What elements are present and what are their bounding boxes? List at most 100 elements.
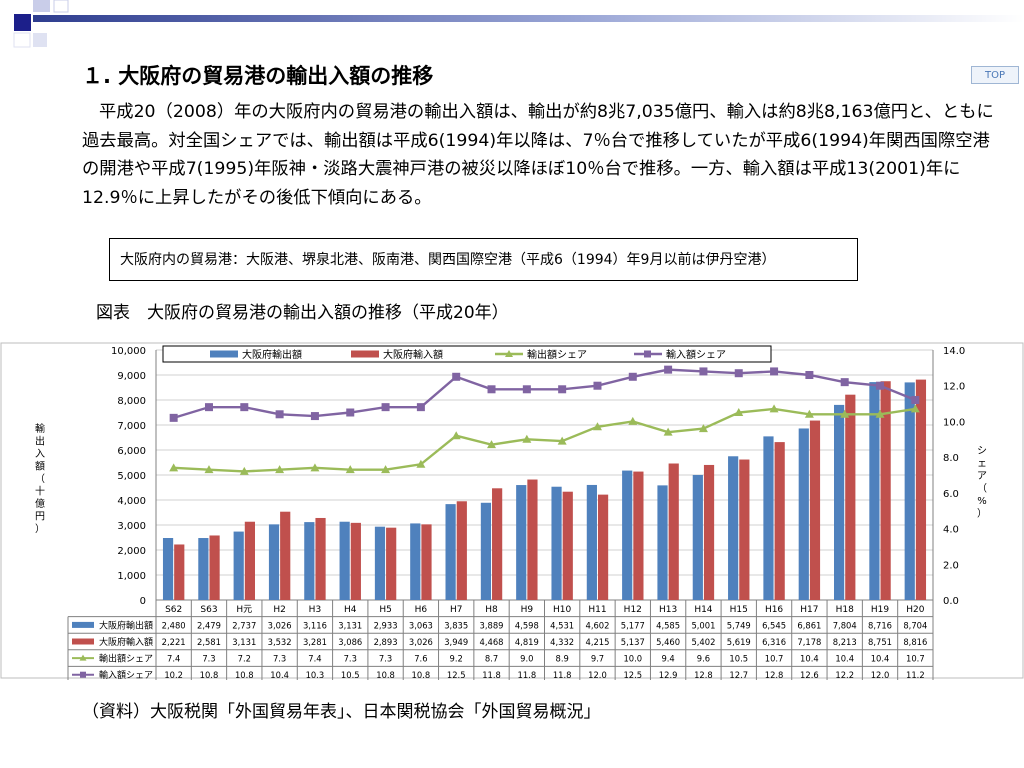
marker-import-share xyxy=(876,381,885,390)
data-label: 7.2 xyxy=(238,654,251,664)
data-label: 9.7 xyxy=(591,654,604,664)
data-label: 8.7 xyxy=(485,654,498,664)
data-label: 9.0 xyxy=(520,654,533,664)
data-label: 8,751 xyxy=(868,637,892,647)
bar-export xyxy=(198,538,209,600)
bar-import xyxy=(633,471,644,600)
marker-export-share xyxy=(169,463,179,472)
data-label: 3,026 xyxy=(409,637,433,647)
marker-export-share xyxy=(345,465,355,474)
data-label: 3,532 xyxy=(268,637,292,647)
data-label: 5,177 xyxy=(621,620,645,630)
data-label: 7,178 xyxy=(797,637,821,647)
table-key xyxy=(72,621,94,628)
bar-export xyxy=(586,484,597,600)
bar-export xyxy=(692,474,703,600)
y2-tick-label: 0.0 xyxy=(943,596,959,607)
x-tick-label: H12 xyxy=(624,605,642,615)
table-row-label: 大阪府輸出額 xyxy=(99,619,153,631)
data-label: 7.3 xyxy=(202,654,215,664)
marker-import-share xyxy=(805,371,814,379)
y-tick-label: 1,000 xyxy=(117,571,146,582)
top-link[interactable]: TOP xyxy=(971,66,1019,84)
data-label: 12.0 xyxy=(871,670,890,680)
bar-import xyxy=(350,522,361,600)
marker-import-share xyxy=(487,385,496,394)
x-tick-label: H6 xyxy=(415,605,428,615)
y-tick-label: 10,000 xyxy=(111,346,146,357)
data-label: 5,619 xyxy=(727,637,751,647)
x-tick-label: H7 xyxy=(450,605,463,615)
bar-export xyxy=(904,382,915,600)
marker-import-share xyxy=(770,367,779,376)
bar-import xyxy=(668,463,679,600)
data-label: 5,460 xyxy=(656,637,680,647)
y-tick-label: 0 xyxy=(140,596,146,607)
legend-box xyxy=(162,345,772,363)
data-label: 7.3 xyxy=(273,654,286,664)
data-label: 6,545 xyxy=(762,620,786,630)
data-label: 10.4 xyxy=(871,654,890,664)
data-label: 9.2 xyxy=(450,654,463,664)
marker-import-share xyxy=(558,385,567,394)
bar-import xyxy=(209,535,220,600)
x-tick-label: H2 xyxy=(273,605,286,615)
bar-export xyxy=(410,523,421,600)
marker-import-share xyxy=(416,403,425,412)
bar-import xyxy=(880,381,891,600)
figure-title: 図表 大阪府の貿易港の輸出入額の推移（平成20年） xyxy=(96,303,509,323)
bar-export xyxy=(162,538,174,600)
title-decoration xyxy=(13,0,1024,48)
x-tick-label: H17 xyxy=(800,605,818,615)
data-label: 10.5 xyxy=(729,654,748,664)
marker-export-share xyxy=(698,424,708,433)
bar-export xyxy=(657,485,668,600)
data-label: 6,316 xyxy=(762,637,786,647)
bar-import xyxy=(492,488,503,600)
data-label: 3,835 xyxy=(444,620,468,630)
bar-import xyxy=(421,524,432,600)
data-label: 12.0 xyxy=(588,670,607,680)
y-tick-label: 8,000 xyxy=(117,396,146,407)
marker-export-share xyxy=(557,436,567,445)
data-label: 10.7 xyxy=(765,654,784,664)
y2-axis-title: シェア（%） xyxy=(977,446,987,520)
bar-export xyxy=(233,531,244,600)
data-label: 8.9 xyxy=(555,654,568,664)
table-key xyxy=(72,638,94,645)
marker-import-share xyxy=(911,396,920,404)
data-label: 3,026 xyxy=(268,620,292,630)
bar-export xyxy=(834,404,845,600)
bar-export xyxy=(728,456,739,600)
y2-tick-label: 2.0 xyxy=(943,560,959,571)
data-label: 6,861 xyxy=(797,620,821,630)
marker-import-share xyxy=(310,412,319,421)
bar-export xyxy=(268,524,280,600)
y-tick-label: 4,000 xyxy=(117,496,146,507)
bar-export xyxy=(516,485,527,600)
data-label: 12.7 xyxy=(729,670,748,680)
bar-import xyxy=(739,459,750,600)
marker-export-share xyxy=(416,459,426,468)
data-label: 9.4 xyxy=(661,654,674,664)
data-label: 4,332 xyxy=(550,637,574,647)
x-tick-label: H18 xyxy=(836,605,854,615)
y2-tick-label: 10.0 xyxy=(943,417,965,428)
legend-label: 大阪府輸入額 xyxy=(383,348,443,361)
data-label: 12.9 xyxy=(659,670,678,680)
marker-import-share xyxy=(240,403,249,412)
y2-tick-label: 12.0 xyxy=(943,382,965,393)
data-label: 10.3 xyxy=(306,670,325,680)
table-row-label: 大阪府輸入額 xyxy=(99,636,153,648)
data-label: 12.5 xyxy=(447,670,466,680)
marker-export-share xyxy=(910,404,920,413)
marker-export-share xyxy=(381,465,391,474)
data-label: 3,949 xyxy=(444,637,468,647)
ports-note: 大阪府内の貿易港：大阪港、堺泉北港、阪南港、関西国際空港（平成6（1994）年9… xyxy=(109,238,858,281)
data-label: 11.8 xyxy=(482,670,501,680)
marker-import-share xyxy=(628,372,637,381)
bar-import xyxy=(915,379,927,600)
x-tick-label: H14 xyxy=(694,605,712,615)
bar-import xyxy=(703,464,715,600)
bar-export xyxy=(304,522,315,600)
